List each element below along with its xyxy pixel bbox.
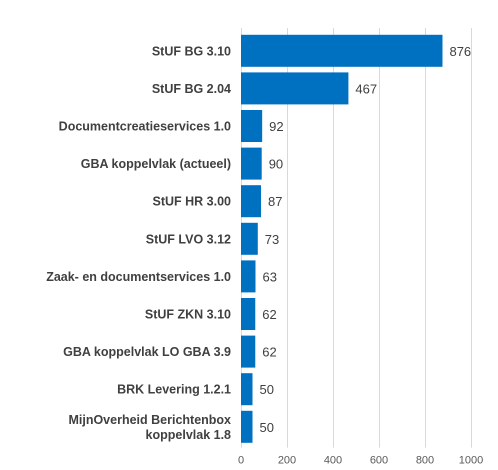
data-label: 62	[262, 307, 276, 322]
data-label: 467	[355, 81, 377, 96]
bar	[241, 298, 256, 330]
x-tick-label: 0	[238, 455, 244, 467]
bar	[241, 34, 443, 67]
data-label: 50	[260, 382, 274, 397]
data-label: 63	[262, 269, 276, 284]
category-label: Zaak- en documentservices 1.0	[46, 270, 231, 284]
category-label: StUF BG 3.10	[152, 44, 231, 58]
category-label: MijnOverheid Berichtenbox koppelvlak 1.8	[68, 413, 231, 442]
x-tick-label: 400	[324, 455, 342, 467]
x-tick-label: 200	[278, 455, 296, 467]
category-label: StUF LVO 3.12	[146, 232, 231, 246]
bar	[241, 222, 258, 255]
x-tick-label: 1000	[459, 455, 483, 467]
bar	[241, 147, 262, 180]
category-label: Documentcreatieservices 1.0	[59, 120, 231, 134]
category-label: StUF HR 3.00	[153, 195, 232, 209]
data-label: 62	[262, 345, 276, 360]
data-label: 50	[260, 420, 274, 435]
category-label: BRK Levering 1.2.1	[117, 383, 231, 397]
data-label: 92	[269, 119, 283, 134]
x-axis-ticks: 0 200 400 600 800 1000	[238, 455, 483, 467]
category-label: StUF BG 2.04	[152, 82, 231, 96]
category-label: GBA koppelvlak LO GBA 3.9	[63, 345, 231, 359]
bar	[241, 410, 253, 443]
bar	[241, 110, 263, 142]
category-label: GBA koppelvlak (actueel)	[81, 157, 231, 171]
bar	[241, 260, 256, 293]
value-labels: 876 467 92 90 87 73 63 62 62 50 50	[260, 44, 472, 435]
data-label: 73	[265, 232, 279, 247]
category-label: StUF ZKN 3.10	[145, 308, 231, 322]
bars	[241, 34, 443, 443]
bar	[241, 185, 262, 218]
data-label: 876	[449, 44, 471, 59]
data-label: 90	[269, 157, 283, 172]
bar	[241, 373, 253, 406]
bar	[241, 72, 349, 105]
bar	[241, 335, 256, 368]
category-labels: StUF BG 3.10 StUF BG 2.04 Documentcreaties…	[46, 44, 232, 442]
x-tick-label: 800	[416, 455, 434, 467]
x-tick-label: 600	[370, 455, 388, 467]
data-label: 87	[268, 194, 282, 209]
